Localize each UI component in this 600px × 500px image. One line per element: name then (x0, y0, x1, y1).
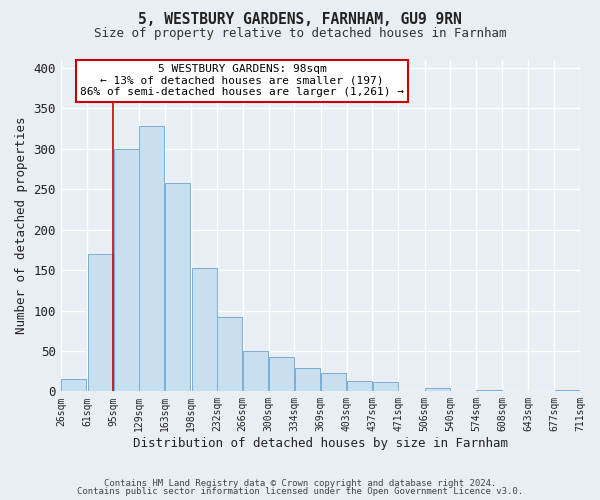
Text: 5, WESTBURY GARDENS, FARNHAM, GU9 9RN: 5, WESTBURY GARDENS, FARNHAM, GU9 9RN (138, 12, 462, 28)
Bar (347, 381, 372, 392)
Bar (554, 390, 580, 392)
Bar (321, 372, 346, 392)
Bar (61, 379, 86, 392)
Y-axis label: Number of detached properties: Number of detached properties (15, 117, 28, 334)
Bar (217, 317, 242, 392)
Bar (191, 268, 217, 392)
Text: Size of property relative to detached houses in Farnham: Size of property relative to detached ho… (94, 28, 506, 40)
Bar (113, 149, 139, 392)
Bar (269, 356, 294, 392)
Text: Contains HM Land Registry data © Crown copyright and database right 2024.: Contains HM Land Registry data © Crown c… (104, 478, 496, 488)
Bar (88, 254, 113, 392)
Text: Contains public sector information licensed under the Open Government Licence v3: Contains public sector information licen… (77, 487, 523, 496)
Text: 5 WESTBURY GARDENS: 98sqm
← 13% of detached houses are smaller (197)
86% of semi: 5 WESTBURY GARDENS: 98sqm ← 13% of detac… (80, 64, 404, 97)
Bar (139, 126, 164, 392)
Bar (425, 388, 450, 392)
X-axis label: Distribution of detached houses by size in Farnham: Distribution of detached houses by size … (133, 437, 508, 450)
Bar (243, 351, 268, 392)
Bar (476, 390, 502, 392)
Bar (373, 382, 398, 392)
Bar (165, 183, 190, 392)
Bar (295, 368, 320, 392)
